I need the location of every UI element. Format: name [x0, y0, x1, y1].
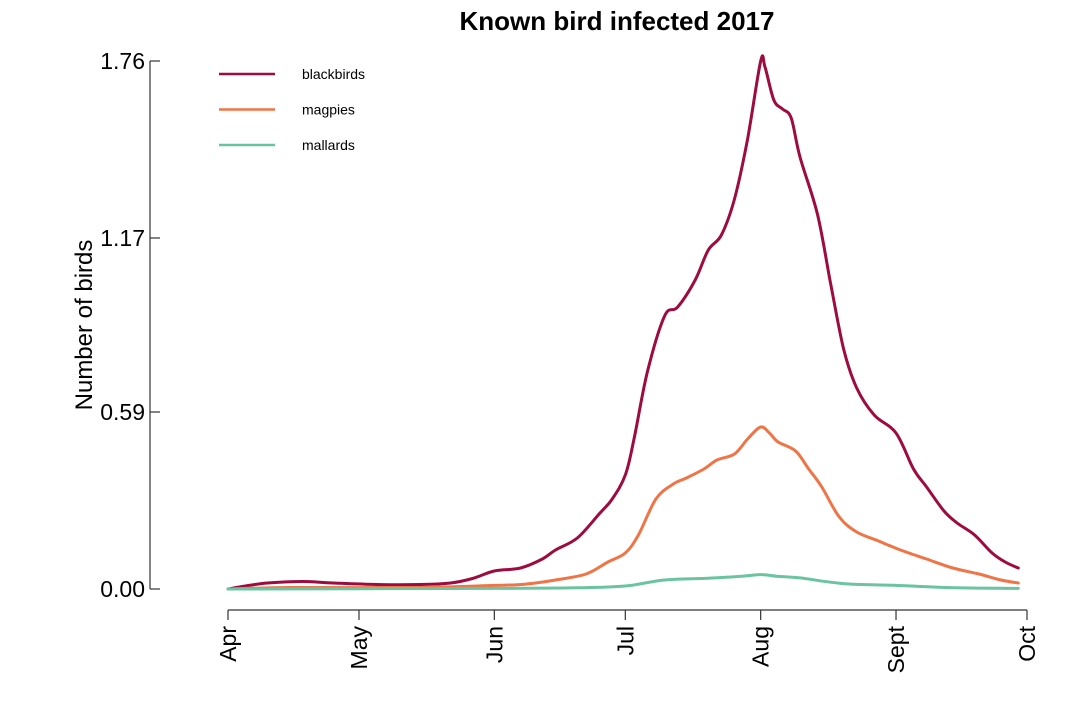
y-tick-label: 1.76	[100, 48, 145, 74]
x-tick-label: May	[346, 626, 372, 670]
y-tick-label: 0.59	[100, 399, 145, 425]
x-tick-label: Apr	[215, 626, 241, 662]
legend-label-magpies: magpies	[302, 102, 355, 118]
legend-label-blackbirds: blackbirds	[302, 66, 365, 82]
series-line-magpies	[226, 425, 1020, 591]
series-line-blackbirds	[226, 54, 1020, 591]
series-line-mallards	[226, 573, 1020, 591]
legend-label-mallards: mallards	[302, 137, 355, 153]
x-tick-label: Jul	[612, 626, 638, 655]
legend: blackbirds magpies mallards	[219, 66, 365, 153]
axes: 0.00 0.59 1.17 1.76 Apr May Jun Jul Aug Sept Oct	[100, 48, 1040, 673]
y-axis-label: Number of birds	[71, 240, 98, 411]
series-layer	[226, 54, 1020, 591]
x-tick-label: Aug	[748, 626, 774, 667]
x-tick-label: Oct	[1014, 625, 1040, 661]
y-tick-label: 0.00	[100, 576, 145, 602]
x-tick-label: Jun	[481, 626, 507, 663]
x-tick-label: Sept	[883, 625, 909, 673]
chart-title: Known bird infected 2017	[460, 6, 775, 36]
y-tick-label: 1.17	[100, 225, 145, 251]
